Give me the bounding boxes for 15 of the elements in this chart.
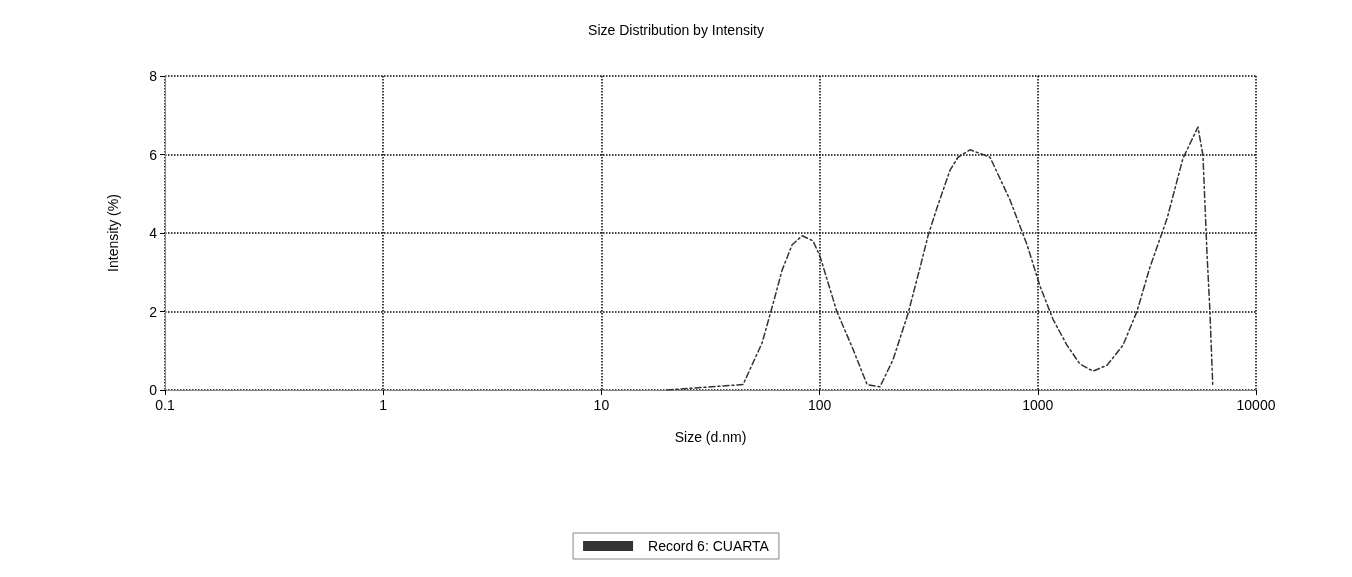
- y-tick-label: 8: [149, 68, 158, 84]
- y-tick-label: 6: [149, 146, 158, 163]
- legend-label: Record 6: CUARTA: [648, 538, 770, 554]
- x-tick-label: 10: [593, 397, 610, 413]
- x-tick-label: 1: [379, 397, 388, 413]
- x-tick-label: 0.1: [155, 397, 175, 413]
- chart-title: Size Distribution by Intensity: [588, 22, 764, 38]
- y-tick-label: 0: [149, 382, 158, 398]
- x-tick-label: 1000: [1022, 397, 1054, 413]
- x-axis-title: Size (d.nm): [674, 429, 747, 445]
- x-tick-label: 100: [807, 397, 832, 413]
- y-tick-label: 4: [149, 225, 158, 241]
- y-axis-title: Intensity (%): [105, 194, 121, 272]
- x-tick-label: 10000: [1236, 397, 1276, 413]
- y-tick-label: 2: [149, 303, 158, 320]
